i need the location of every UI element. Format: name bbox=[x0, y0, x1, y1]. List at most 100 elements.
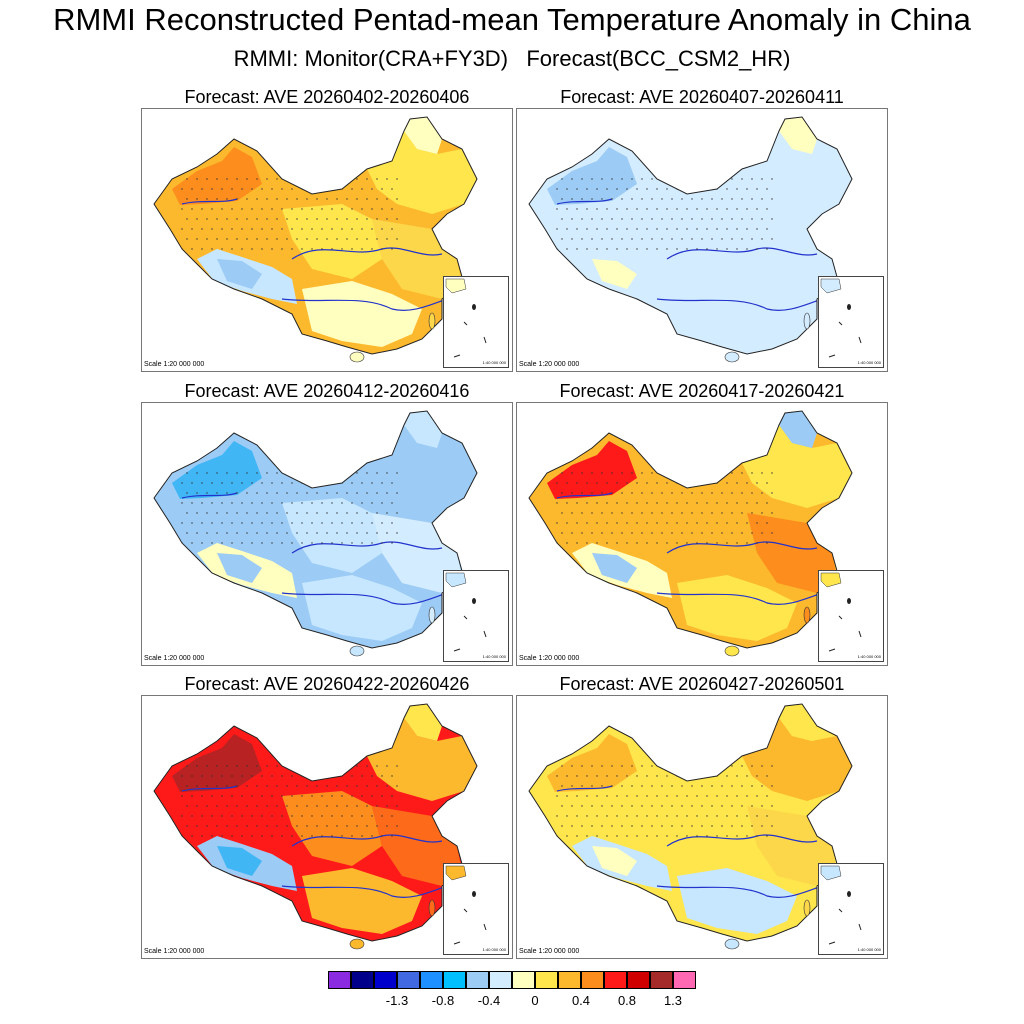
map-scale-label: Scale 1:20 000 000 bbox=[519, 655, 580, 662]
china-anomaly-map bbox=[153, 703, 478, 950]
river bbox=[181, 785, 238, 792]
region-east bbox=[372, 219, 462, 299]
region-northeast bbox=[367, 425, 477, 508]
region-center bbox=[657, 204, 757, 279]
legend-tick-label: 0 bbox=[531, 993, 539, 1008]
legend-swatch bbox=[650, 971, 673, 989]
china-border bbox=[153, 116, 478, 355]
inset-scale-label: 1:40 000 000 bbox=[857, 947, 881, 952]
map-panel: Scale 1:20 000 000 1:40 000 000 bbox=[141, 108, 513, 372]
taiwan-island bbox=[803, 606, 811, 624]
hainan-island bbox=[349, 938, 365, 950]
region-northeast bbox=[367, 131, 477, 214]
panel-title: Forecast: AVE 20260402-20260406 bbox=[184, 87, 470, 107]
china-anomaly-map bbox=[528, 116, 853, 363]
map-scale-label: Scale 1:20 000 000 bbox=[144, 948, 205, 955]
legend-swatch bbox=[328, 971, 351, 989]
legend-tick-label: 0.4 bbox=[571, 993, 591, 1008]
region-center bbox=[282, 498, 382, 573]
region-northeast bbox=[742, 425, 852, 508]
inset-scale-label: 1:40 000 000 bbox=[857, 654, 881, 659]
region-northeast-tip bbox=[779, 411, 817, 448]
china-anomaly-map bbox=[153, 410, 478, 657]
legend-swatch bbox=[673, 971, 696, 989]
region-northeast-tip bbox=[404, 117, 442, 154]
region-south bbox=[302, 868, 422, 934]
legend-swatch bbox=[374, 971, 397, 989]
panel-title: Forecast: AVE 20260412-20260416 bbox=[184, 381, 470, 401]
taiwan-island bbox=[428, 312, 436, 330]
region-center bbox=[657, 498, 757, 573]
legend-swatch bbox=[627, 971, 650, 989]
river bbox=[181, 198, 238, 205]
region-northeast-tip bbox=[779, 704, 817, 741]
region-northeast bbox=[742, 131, 852, 214]
inset-scale-label: 1:40 000 000 bbox=[482, 947, 506, 952]
legend-swatch bbox=[443, 971, 466, 989]
china-anomaly-map bbox=[153, 116, 478, 363]
south-china-sea-inset: 1:40 000 000 bbox=[818, 863, 884, 955]
inset-scale-label: 1:40 000 000 bbox=[482, 654, 506, 659]
region-tibet-core bbox=[592, 846, 637, 876]
region-tibet-core bbox=[217, 553, 262, 583]
region-center bbox=[282, 791, 382, 866]
region-northwest-core bbox=[547, 734, 637, 792]
inset-scale-label: 1:40 000 000 bbox=[482, 360, 506, 365]
region-east bbox=[747, 219, 837, 299]
china-anomaly-map bbox=[528, 703, 853, 950]
legend-tick-label: 0.8 bbox=[617, 993, 637, 1008]
region-east bbox=[372, 806, 462, 886]
region-south bbox=[677, 575, 797, 641]
hainan-island bbox=[349, 351, 365, 363]
region-east bbox=[747, 806, 837, 886]
legend-swatch bbox=[489, 971, 512, 989]
legend-swatch bbox=[420, 971, 443, 989]
region-south bbox=[677, 281, 797, 347]
map-panel: Scale 1:20 000 000 1:40 000 000 bbox=[141, 402, 513, 666]
region-south bbox=[302, 281, 422, 347]
river bbox=[281, 592, 448, 605]
legend-swatch bbox=[351, 971, 374, 989]
region-northeast-tip bbox=[779, 117, 817, 154]
south-china-sea-inset: 1:40 000 000 bbox=[818, 276, 884, 368]
legend-tick-label: 1.3 bbox=[663, 993, 683, 1008]
river bbox=[656, 885, 823, 898]
river bbox=[556, 492, 613, 499]
south-china-sea-inset: 1:40 000 000 bbox=[443, 276, 509, 368]
panel-title: Forecast: AVE 20260422-20260426 bbox=[184, 674, 470, 694]
legend-tick-label: -0.8 bbox=[431, 993, 455, 1008]
hainan-island bbox=[724, 645, 740, 657]
panel-title: Forecast: AVE 20260407-20260411 bbox=[560, 87, 844, 107]
region-center bbox=[282, 204, 382, 279]
figure-title: RMMI Reconstructed Pentad-mean Temperatu… bbox=[53, 2, 971, 37]
river bbox=[281, 298, 448, 311]
region-south bbox=[302, 575, 422, 641]
panel-title: Forecast: AVE 20260417-20260421 bbox=[559, 381, 845, 401]
legend-swatch bbox=[397, 971, 420, 989]
china-border bbox=[153, 703, 478, 942]
region-tibet-core bbox=[217, 846, 262, 876]
legend-swatch bbox=[558, 971, 581, 989]
region-northeast-tip bbox=[404, 704, 442, 741]
hainan-island bbox=[724, 938, 740, 950]
region-center bbox=[657, 791, 757, 866]
china-anomaly-map bbox=[528, 410, 853, 657]
region-tibet-core bbox=[592, 259, 637, 289]
china-border bbox=[528, 410, 853, 649]
region-tibet-core bbox=[592, 553, 637, 583]
hainan-island bbox=[724, 351, 740, 363]
map-panel: Scale 1:20 000 000 1:40 000 000 bbox=[516, 108, 888, 372]
region-northeast bbox=[367, 718, 477, 801]
legend-swatch bbox=[466, 971, 489, 989]
region-south bbox=[677, 868, 797, 934]
china-border bbox=[528, 703, 853, 942]
taiwan-island bbox=[428, 606, 436, 624]
taiwan-island bbox=[803, 899, 811, 917]
region-northeast-tip bbox=[404, 411, 442, 448]
legend-tick-label: -0.4 bbox=[477, 993, 501, 1008]
panel-title: Forecast: AVE 20260427-20260501 bbox=[559, 674, 845, 694]
river bbox=[656, 592, 823, 605]
legend-swatch bbox=[535, 971, 558, 989]
map-panel: Scale 1:20 000 000 1:40 000 000 bbox=[516, 695, 888, 959]
figure-subtitle: RMMI: Monitor(CRA+FY3D) Forecast(BCC_CSM… bbox=[233, 46, 791, 71]
